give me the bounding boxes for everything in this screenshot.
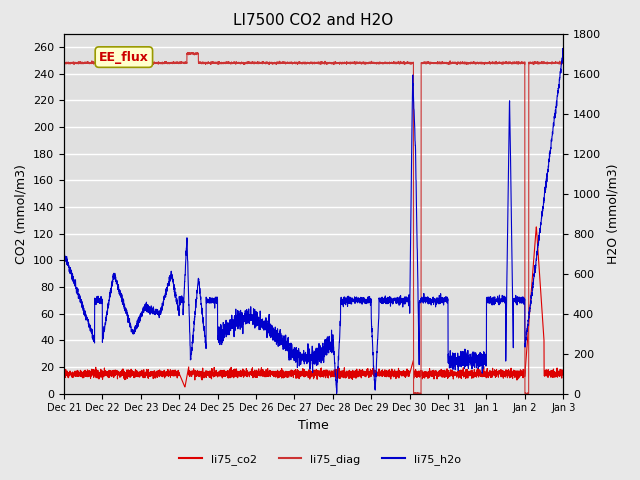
X-axis label: Time: Time — [298, 419, 329, 432]
Y-axis label: H2O (mmol/m3): H2O (mmol/m3) — [607, 163, 620, 264]
Text: EE_flux: EE_flux — [99, 50, 149, 63]
Y-axis label: CO2 (mmol/m3): CO2 (mmol/m3) — [15, 164, 28, 264]
Legend: li75_co2, li75_diag, li75_h2o: li75_co2, li75_diag, li75_h2o — [175, 450, 465, 469]
Title: LI7500 CO2 and H2O: LI7500 CO2 and H2O — [234, 13, 394, 28]
